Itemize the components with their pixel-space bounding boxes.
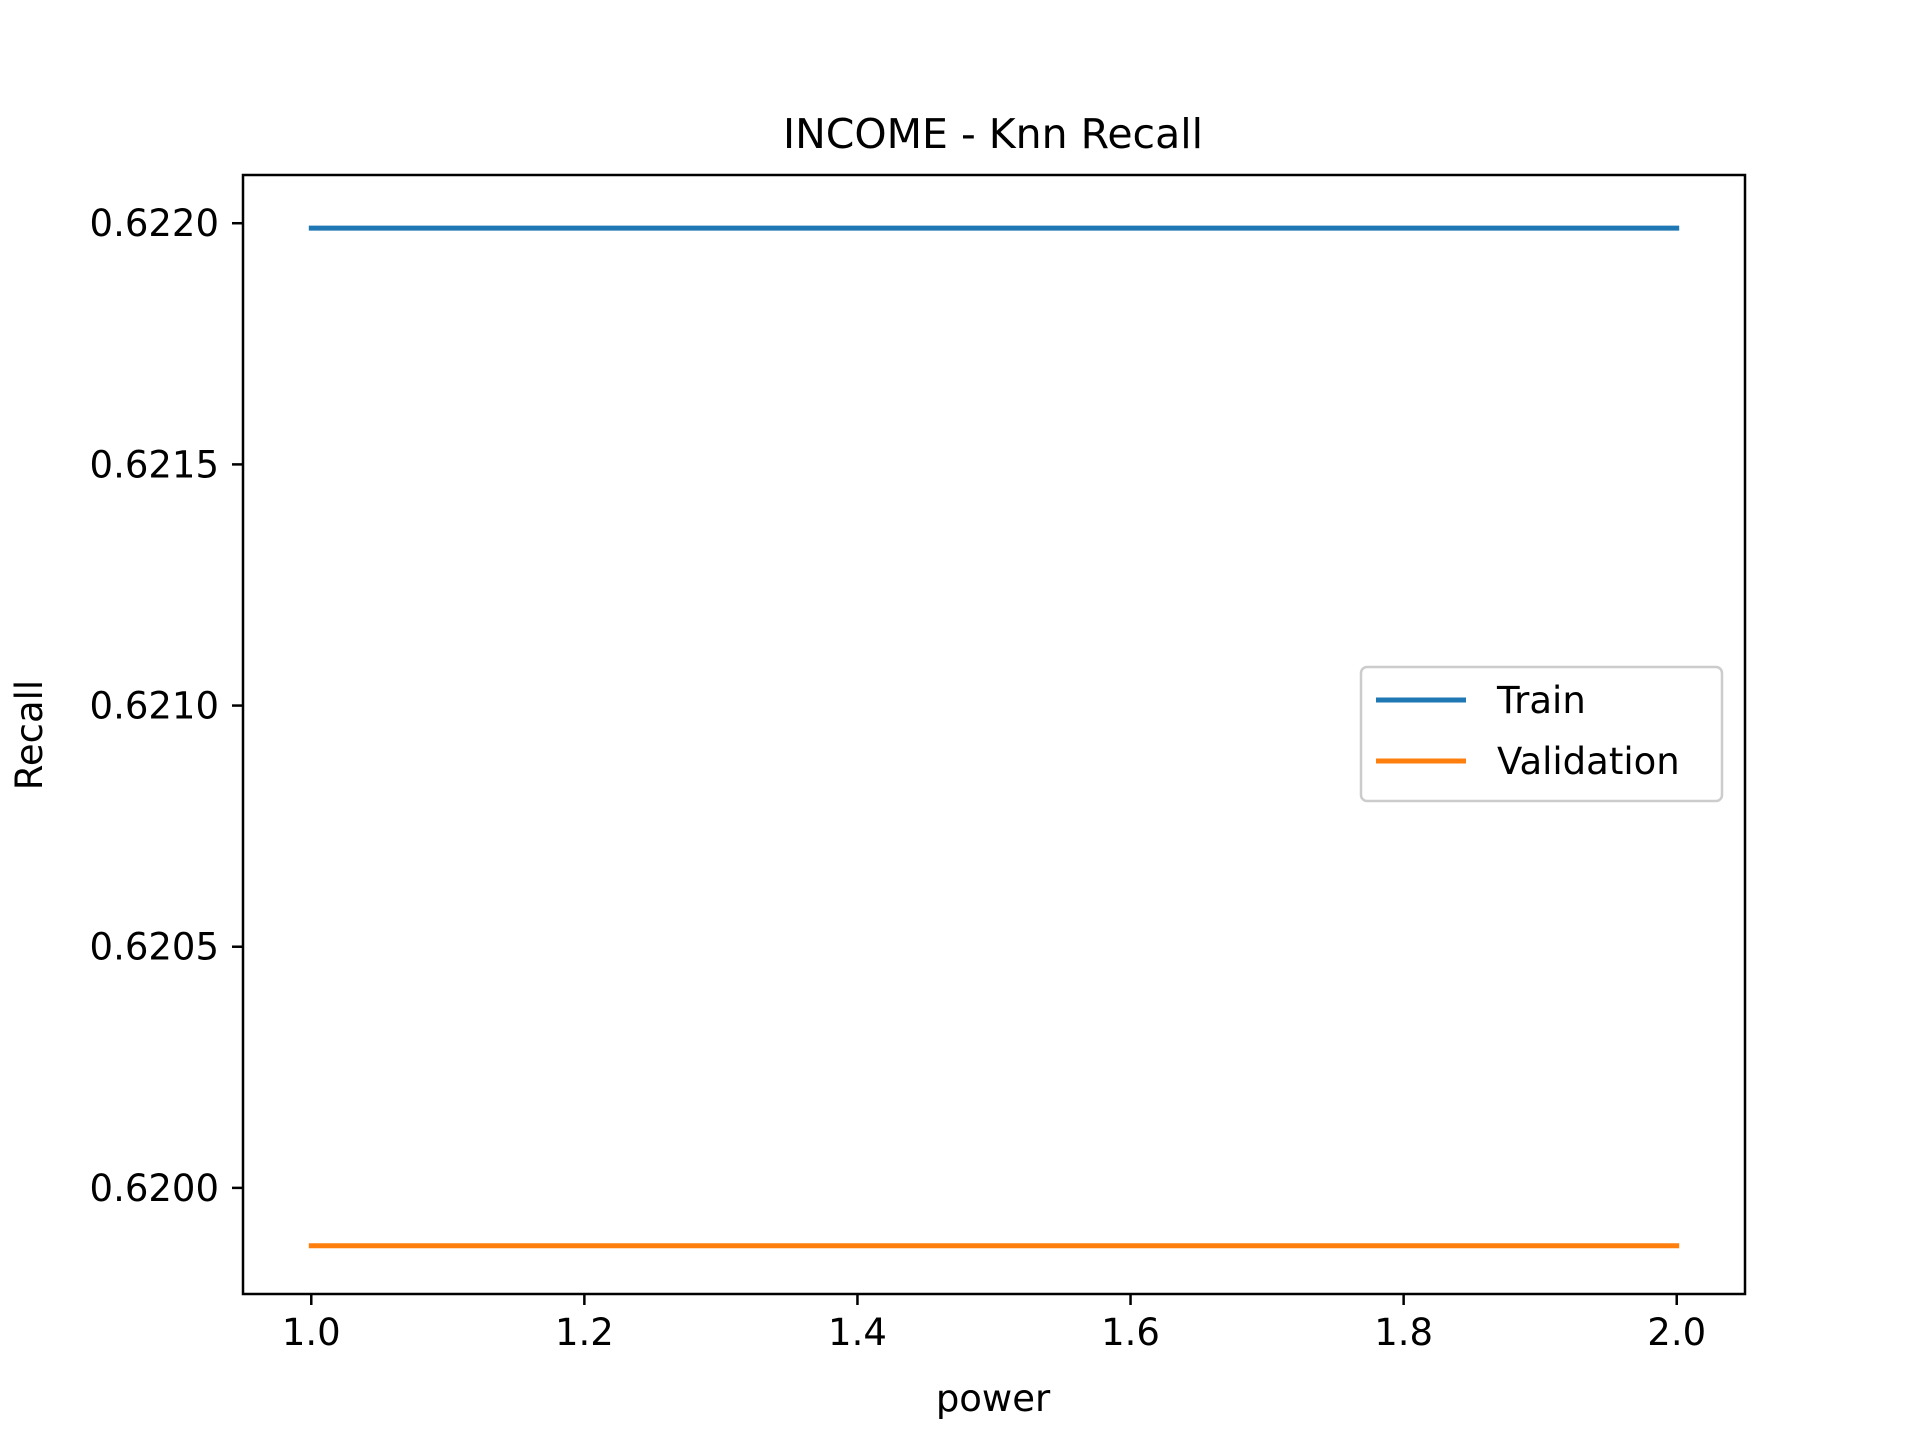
x-axis-ticks: 1.0 1.2 1.4 1.6 1.8 2.0 — [282, 1294, 1706, 1354]
x-tick-label: 1.0 — [282, 1311, 341, 1354]
y-axis-ticks: 0.6200 0.6205 0.6210 0.6215 0.6220 — [90, 202, 243, 1210]
x-tick-label: 1.6 — [1101, 1311, 1160, 1354]
series-layer — [308, 225, 1680, 1249]
x-tick-label: 1.4 — [828, 1311, 887, 1354]
x-axis-label: power — [936, 1377, 1051, 1420]
x-tick-label: 1.2 — [555, 1311, 614, 1354]
chart-title: INCOME - Knn Recall — [783, 110, 1203, 158]
legend-label-train: Train — [1496, 679, 1586, 722]
legend-label-validation: Validation — [1497, 740, 1680, 783]
y-tick-label: 0.6205 — [90, 926, 219, 969]
x-tick-label: 1.8 — [1374, 1311, 1433, 1354]
plot-frame — [241, 173, 1747, 1296]
y-tick-label: 0.6215 — [90, 443, 219, 486]
x-tick-label: 2.0 — [1647, 1311, 1706, 1354]
y-tick-label: 0.6220 — [90, 202, 219, 245]
legend: Train Validation — [1359, 665, 1724, 803]
y-axis-label: Recall — [8, 680, 51, 790]
y-tick-label: 0.6200 — [90, 1167, 219, 1210]
y-tick-label: 0.6210 — [90, 685, 219, 728]
